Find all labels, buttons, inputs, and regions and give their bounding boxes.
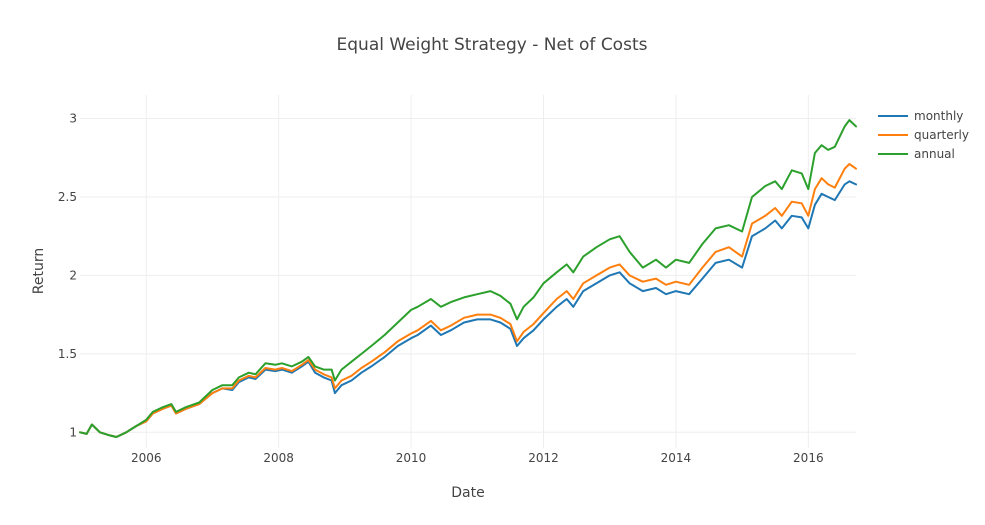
legend-item-monthly[interactable]: monthly <box>878 109 963 123</box>
y-tick-label: 3 <box>69 112 77 126</box>
x-tick-label: 2012 <box>528 451 559 465</box>
x-tick-label: 2010 <box>396 451 427 465</box>
x-tick-label: 2006 <box>131 451 162 465</box>
y-tick-label: 2 <box>69 268 77 282</box>
legend-label: monthly <box>914 109 963 123</box>
x-tick-label: 2016 <box>793 451 824 465</box>
legend-label: quarterly <box>914 128 969 142</box>
x-axis-ticks: 2006 2008 2010 2012 2014 2016 <box>131 451 824 465</box>
series-line-monthly <box>79 180 857 438</box>
y-tick-label: 1 <box>69 425 77 439</box>
y-axis-ticks: 1 1.5 2 2.5 3 <box>58 112 77 440</box>
legend[interactable]: monthly quarterly annual <box>878 109 969 161</box>
x-tick-label: 2014 <box>661 451 692 465</box>
x-axis-title: Date <box>451 485 484 501</box>
chart-title: Equal Weight Strategy - Net of Costs <box>337 35 648 55</box>
y-tick-label: 1.5 <box>58 347 77 361</box>
legend-item-quarterly[interactable]: quarterly <box>878 128 969 142</box>
legend-item-annual[interactable]: annual <box>878 147 955 161</box>
x-tick-label: 2008 <box>263 451 294 465</box>
series-line-quarterly <box>79 163 857 438</box>
y-tick-label: 2.5 <box>58 190 77 204</box>
gridlines <box>80 95 856 448</box>
y-axis-title: Return <box>31 248 47 294</box>
series-lines <box>79 119 857 438</box>
series-line-annual <box>79 119 857 438</box>
legend-label: annual <box>914 147 955 161</box>
